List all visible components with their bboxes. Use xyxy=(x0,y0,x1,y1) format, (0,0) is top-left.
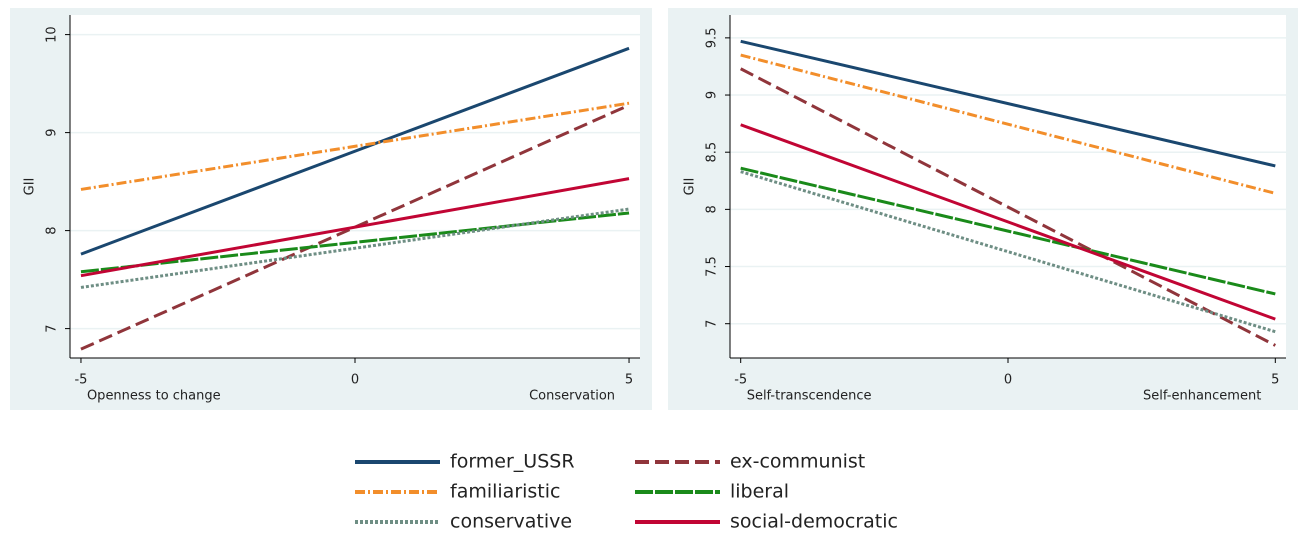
y-tick-label: 8 xyxy=(705,205,720,213)
x-right-label: Conservation xyxy=(529,389,615,404)
series-line xyxy=(80,46,630,256)
x-right-label: Self-enhancement xyxy=(1143,389,1261,404)
y-tick-label: 9 xyxy=(705,91,720,99)
series-line xyxy=(740,123,1276,321)
y-tick-label: 7 xyxy=(45,324,60,332)
series-line xyxy=(740,39,1276,168)
plot-area xyxy=(70,15,640,358)
y-tick-label: 10 xyxy=(45,26,60,43)
y-axis-label: GII xyxy=(683,178,698,196)
series-line xyxy=(740,67,1276,347)
series-line xyxy=(80,207,630,289)
series-line xyxy=(80,177,630,278)
legend-label: former_USSR xyxy=(450,451,575,473)
legend-label: ex-communist xyxy=(730,451,865,473)
x-tick-label: 5 xyxy=(625,373,633,388)
x-tick-label: 0 xyxy=(1004,373,1012,388)
x-tick-label: 5 xyxy=(1271,373,1279,388)
series-line xyxy=(740,53,1276,195)
y-tick-label: 7 xyxy=(705,320,720,328)
x-left-label: Openness to change xyxy=(87,389,221,404)
legend-label: liberal xyxy=(730,481,789,503)
series-line xyxy=(80,211,630,274)
series-line xyxy=(80,101,630,191)
x-tick-label: 0 xyxy=(351,373,359,388)
x-tick-label: -5 xyxy=(734,373,747,388)
series-line xyxy=(740,170,1276,334)
x-tick-label: -5 xyxy=(74,373,87,388)
x-left-label: Self-transcendence xyxy=(747,389,872,404)
y-tick-label: 7.5 xyxy=(705,256,720,277)
y-tick-label: 9.5 xyxy=(705,28,720,49)
y-tick-label: 8.5 xyxy=(705,142,720,163)
legend-label: social-democratic xyxy=(730,511,898,533)
y-tick-label: 9 xyxy=(45,128,60,136)
y-tick-label: 8 xyxy=(45,226,60,234)
y-axis-label: GII xyxy=(23,178,38,196)
legend-label: conservative xyxy=(450,511,572,533)
legend-label: familiaristic xyxy=(450,481,560,503)
series-line xyxy=(740,166,1276,296)
